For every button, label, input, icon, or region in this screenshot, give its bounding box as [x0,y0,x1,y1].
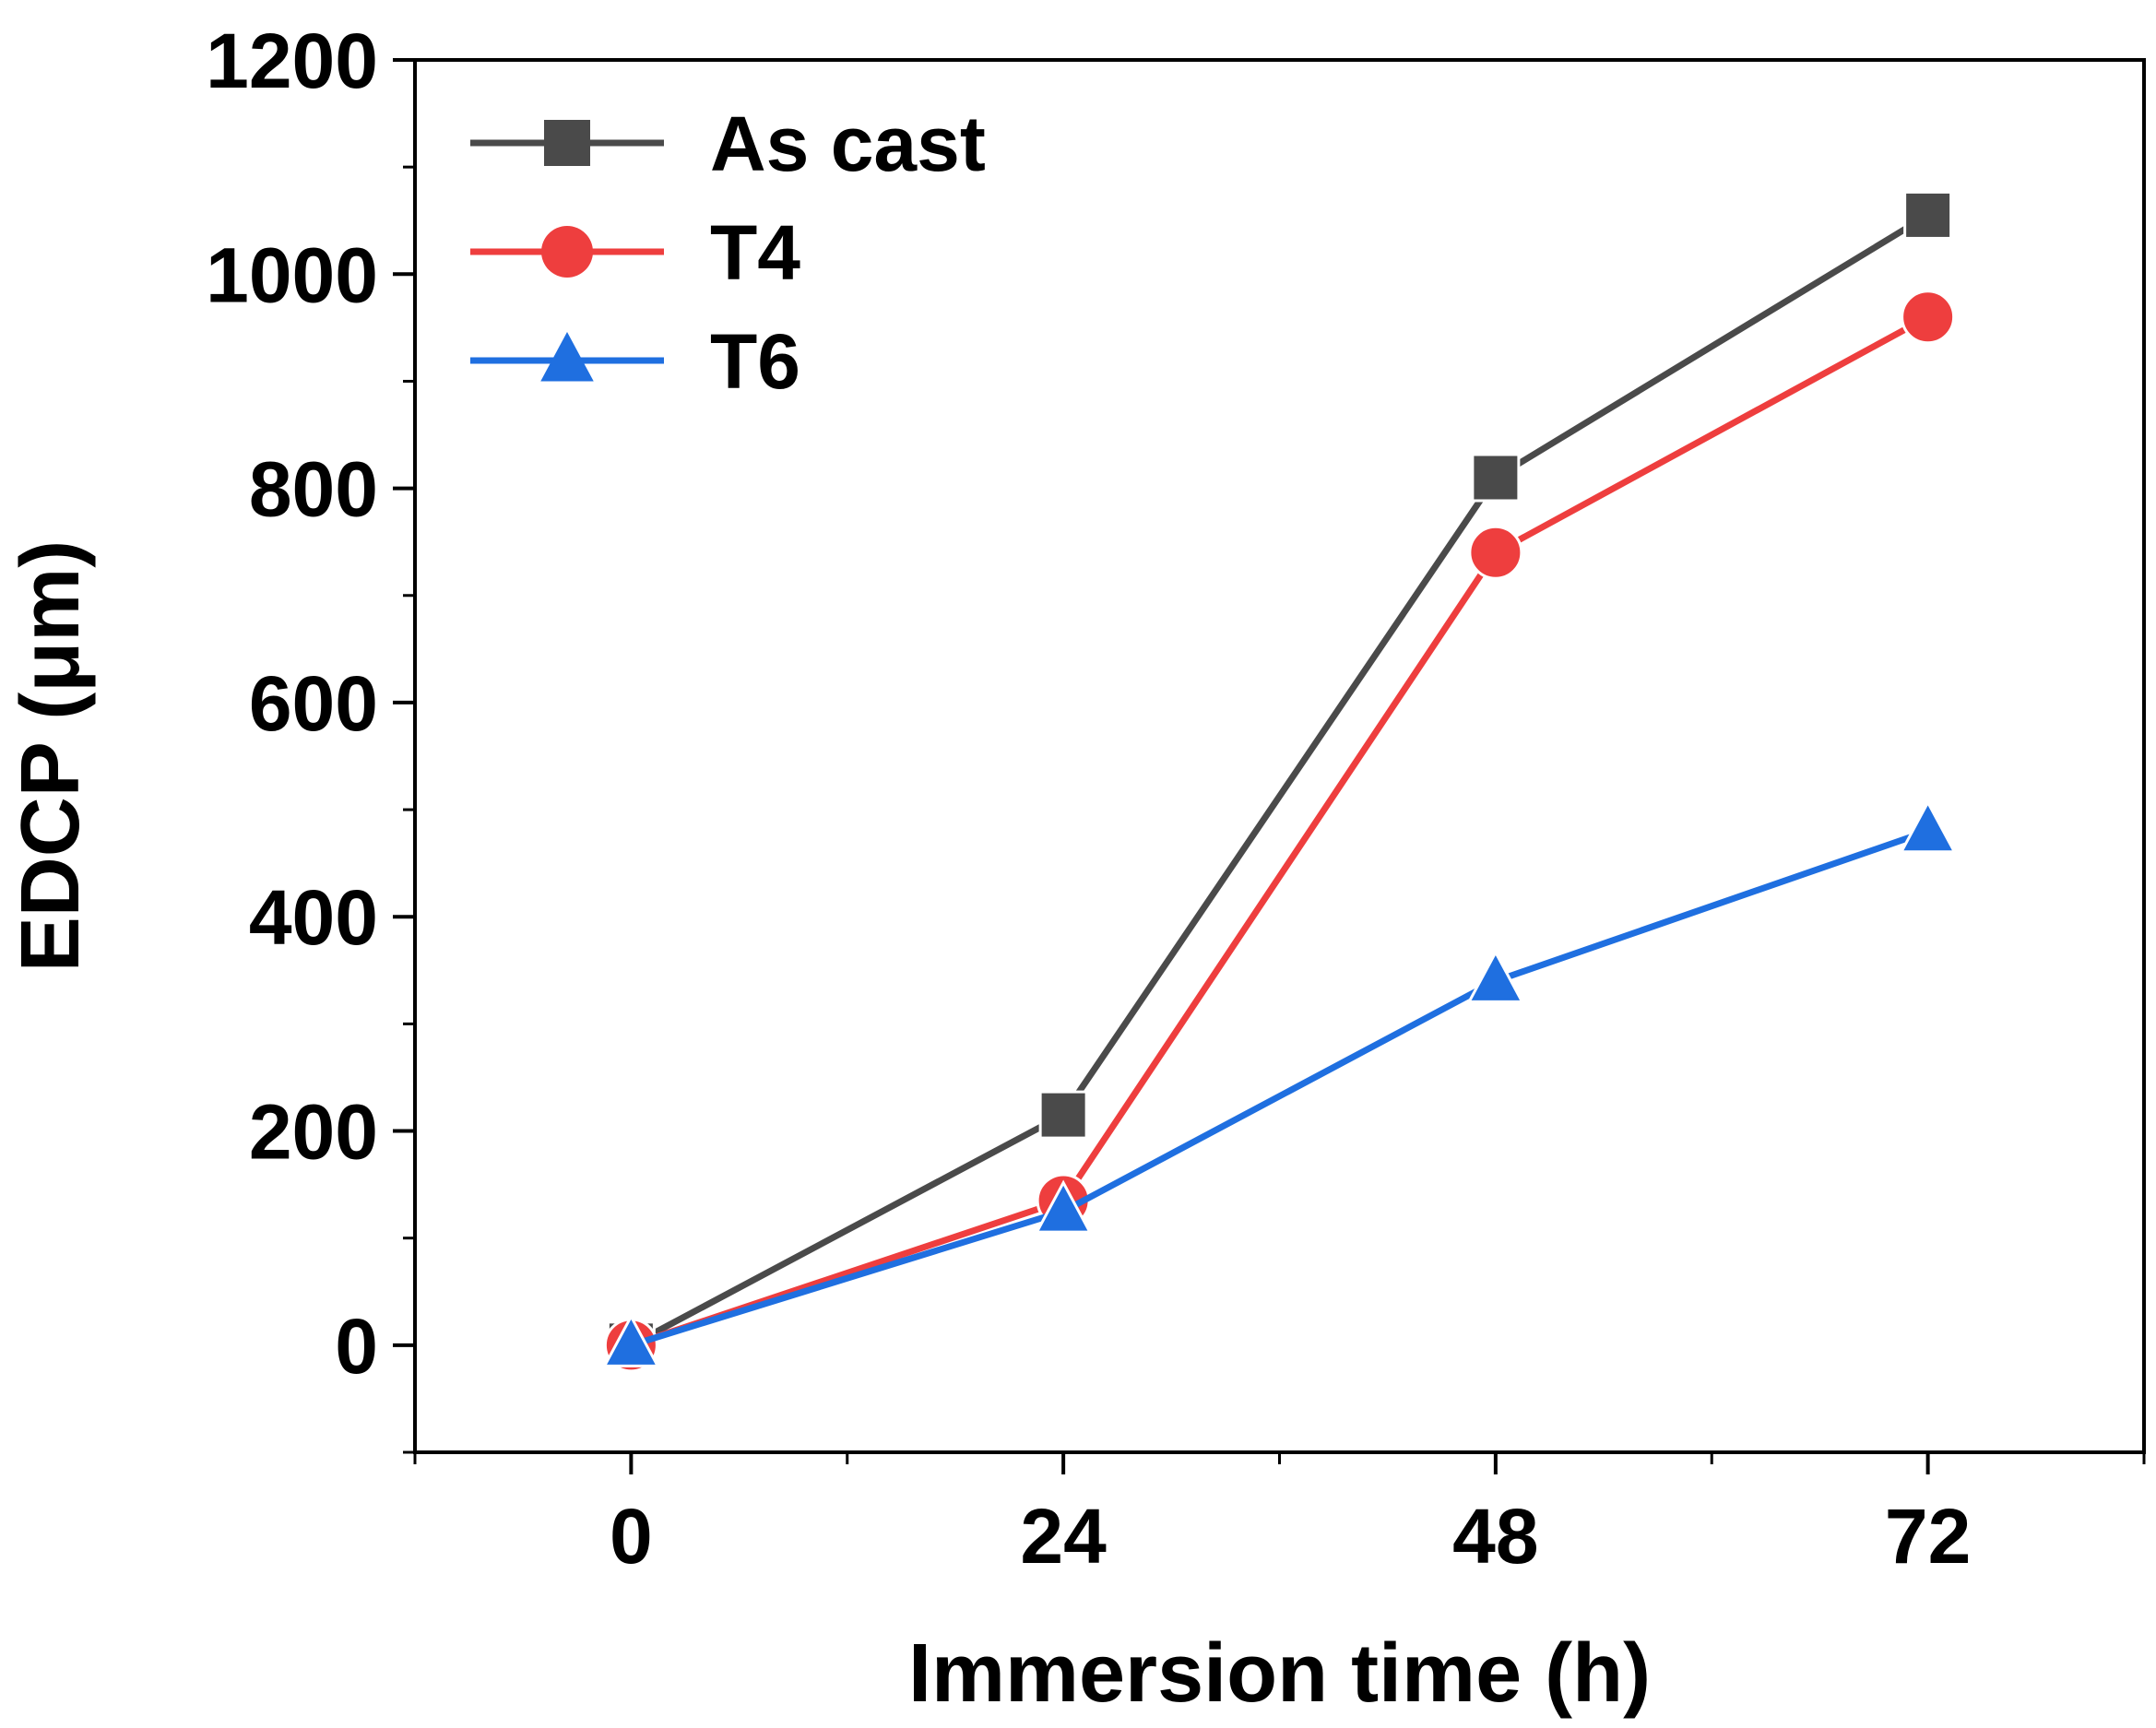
y-tick-label: 400 [249,874,378,961]
data-point: As cast: 1055 [1903,190,1953,240]
data-point: T6: 125 [1034,1179,1093,1234]
legend: As cast T4 T6 [470,101,986,405]
x-tick-label: 72 [1885,1493,1971,1580]
x-tick-label: 48 [1452,1493,1538,1580]
series-as-cast: As cast: 0As cast: 215As cast: 810As cas… [606,190,1953,1370]
series-t6: T6: 0 T6: 125 T6: 340 T6: 480 [602,799,1957,1367]
y-tick-label: 0 [335,1303,378,1390]
series-line [630,828,1929,1349]
y-axis: 0 200 400 600 800 1000 1200 [206,18,415,1454]
series-t4: T4: 0T4: 135T4: 740T4: 960 [603,290,1956,1373]
data-point: T6: 0 [602,1313,660,1367]
y-tick-label: 600 [249,660,378,747]
plot-frame [413,58,2146,1454]
legend-entry: T6 [470,318,800,405]
series-layer: As cast: 0As cast: 215As cast: 810As cas… [602,190,1957,1373]
data-point: T4: 960 [1901,290,1956,345]
legend-marker [544,120,590,166]
y-tick-label: 200 [249,1089,378,1176]
legend-label: T6 [710,318,800,405]
data-point: T6: 340 [1466,949,1525,1003]
plot-border [413,58,2146,1454]
y-axis-title: EDCP (μm) [5,540,97,972]
legend-entry: As cast [470,101,986,187]
y-tick-label: 800 [249,446,378,533]
data-point: As cast: 810 [1471,453,1521,503]
y-tick-label: 1200 [206,18,378,104]
data-point: As cast: 215 [1038,1090,1088,1140]
series-line [630,314,1930,1349]
legend-marker [541,226,593,278]
x-axis: 0 24 48 72 [413,1452,2146,1580]
data-point: T6: 480 [1899,799,1957,854]
series-line [629,212,1930,1348]
legend-label: T4 [710,209,800,296]
legend-marker [540,332,594,382]
x-axis-title: Immersion time (h) [908,1627,1651,1720]
x-tick-label: 24 [1020,1493,1107,1580]
legend-label: As cast [710,101,986,187]
y-tick-label: 1000 [206,231,378,318]
x-tick-label: 0 [610,1493,653,1580]
legend-entry: T4 [470,209,800,296]
data-point: T4: 740 [1468,525,1523,580]
